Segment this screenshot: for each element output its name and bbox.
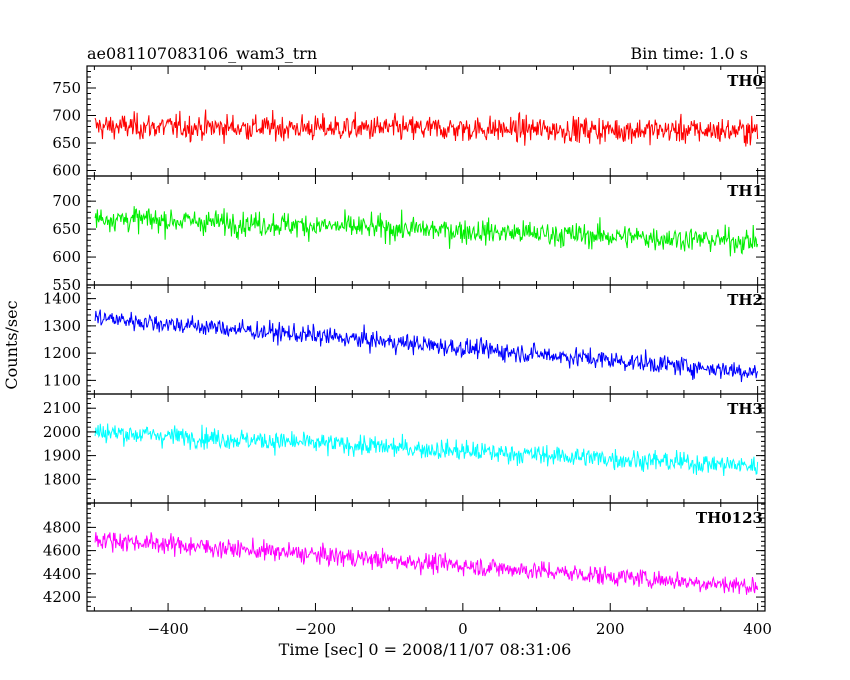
x-tick-label: −200: [295, 620, 336, 638]
y-tick-label: 1100: [43, 371, 81, 389]
series-line-th0: [94, 109, 759, 147]
y-tick-label: 4600: [43, 542, 81, 560]
series-line-th2: [94, 309, 759, 383]
panel-label-th1: TH1: [727, 182, 763, 200]
chart-title: ae081107083106_wam3_trn: [87, 44, 317, 63]
panel-label-th2: TH2: [727, 291, 763, 309]
y-tick-label: 4800: [43, 518, 81, 536]
y-tick-label: 2000: [43, 423, 81, 441]
x-axis-label: Time [sec] 0 = 2008/11/07 08:31:06: [279, 640, 572, 659]
panel-label-th0: TH0: [727, 72, 763, 90]
x-tick-label: 200: [596, 620, 625, 638]
y-tick-label: 1900: [43, 447, 81, 465]
y-tick-label: 650: [52, 134, 81, 152]
y-tick-label: 750: [52, 79, 81, 97]
panel-th0123: 4200 4400 4600 4800 TH0123: [43, 502, 766, 612]
y-tick-label: 550: [52, 276, 81, 294]
series-line-th1: [94, 206, 759, 257]
y-tick-label: 700: [52, 107, 81, 125]
x-tick-label: 0: [458, 620, 468, 638]
panel-th0: 600 650 700 750 TH0: [52, 65, 766, 180]
panel-frame: [86, 65, 766, 177]
series-line-th0123: [94, 532, 759, 595]
y-tick-label: 4200: [43, 588, 81, 606]
y-tick-label: 700: [52, 192, 81, 210]
series-line-th3: [94, 423, 759, 477]
y-tick-label: 4400: [43, 565, 81, 583]
y-tick-label: 2100: [43, 399, 81, 417]
y-tick-label: 600: [52, 248, 81, 266]
panel-label-th0123: TH0123: [696, 509, 763, 527]
panels: 600 650 700 750 TH0 550 600 650 700 TH1 1100 1200 13…: [43, 65, 766, 612]
y-tick-label: 1300: [43, 317, 81, 335]
panel-th2: 1100 1200 1300 1400 TH2: [43, 284, 766, 395]
bin-time-label: Bin time: 1.0 s: [630, 44, 748, 63]
x-tick-label: −400: [147, 620, 188, 638]
x-tick-label: 400: [743, 620, 772, 638]
y-tick-label: 600: [52, 162, 81, 180]
panel-th1: 550 600 650 700 TH1: [52, 175, 766, 294]
y-tick-label: 1400: [43, 290, 81, 308]
y-tick-label: 1200: [43, 344, 81, 362]
panel-label-th3: TH3: [727, 400, 763, 418]
y-axis-label: Counts/sec: [2, 300, 21, 389]
y-tick-label: 650: [52, 220, 81, 238]
panel-frame: [86, 284, 766, 395]
x-axis: −400 −200 0 200 400: [147, 620, 771, 638]
y-tick-label: 1800: [43, 470, 81, 488]
panel-th3: 1800 1900 2000 2100 TH3: [43, 393, 766, 504]
